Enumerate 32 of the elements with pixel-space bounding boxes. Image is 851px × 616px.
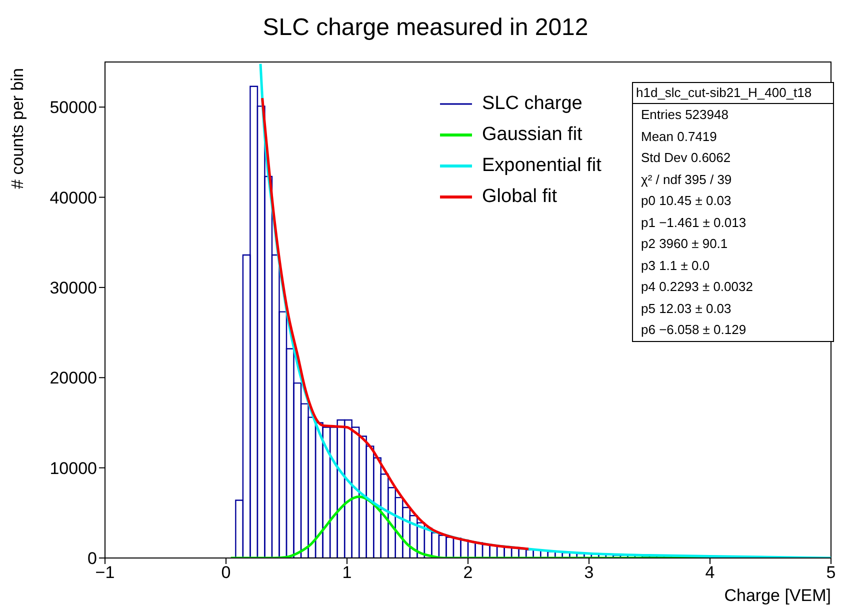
annotation: p4 0.2293 ± 0.0032: [640, 278, 754, 296]
annotation: p5 12.03 ± 0.03: [640, 300, 732, 318]
annotation: p6 −6.058 ± 0.129: [640, 321, 748, 339]
annotation: Entries 523948: [640, 106, 730, 124]
annotation: p3 1.1 ± 0.0: [640, 256, 711, 275]
annotation: p0 10.45 ± 0.03: [640, 192, 732, 210]
x-tick-label: 3: [584, 563, 594, 582]
y-tick-label: 20000: [50, 368, 97, 388]
legend-label: Exponential fit: [482, 154, 602, 178]
legend-label: Gaussian fit: [482, 123, 582, 147]
x-tick-label: −1: [95, 563, 115, 582]
x-tick-label: 5: [826, 563, 836, 582]
y-tick-label: 0: [88, 549, 97, 568]
x-tick-label: 0: [221, 563, 231, 582]
legend-label: Global fit: [482, 185, 557, 209]
x-tick-label: 2: [463, 563, 473, 582]
y-tick-label: 40000: [50, 188, 97, 208]
y-tick-label: 30000: [50, 278, 97, 298]
annotation: p1 −1.461 ± 0.013: [640, 214, 748, 232]
x-tick-label: 1: [342, 563, 352, 582]
y-axis-title: # counts per bin: [8, 68, 28, 191]
annotation: p2 3960 ± 90.1: [640, 235, 729, 253]
annotation: Mean 0.7419: [640, 128, 718, 146]
x-tick-label: 4: [705, 563, 715, 582]
annotation: Std Dev 0.6062: [640, 149, 732, 167]
chart-title: SLC charge measured in 2012: [262, 14, 590, 42]
y-tick-label: 10000: [50, 458, 97, 478]
y-tick-label: 50000: [50, 98, 97, 118]
annotation: χ² / ndf 395 / 39: [640, 170, 733, 189]
x-axis-title: Charge [VEM]: [724, 586, 831, 606]
annotation: h1d_slc_cut-sib21_H_400_t18: [633, 83, 833, 104]
legend-label: SLC charge: [482, 92, 582, 116]
